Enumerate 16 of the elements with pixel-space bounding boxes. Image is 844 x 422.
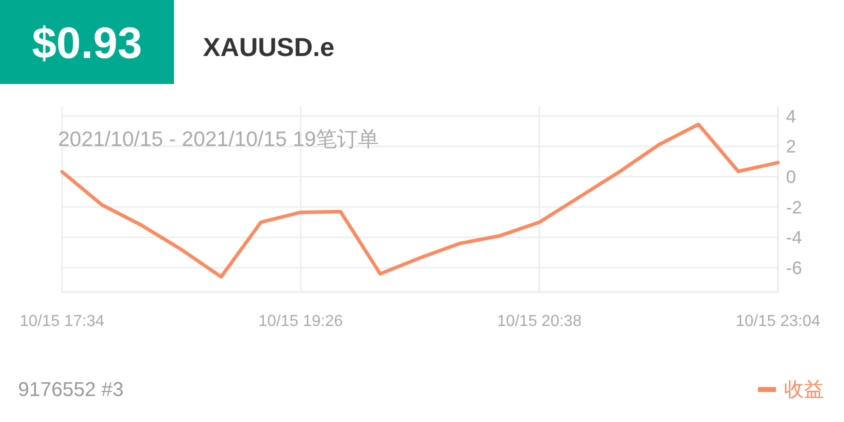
- y-tick-label: 0: [786, 166, 796, 187]
- line-series: [60, 122, 780, 279]
- chart-title: $0.93: [32, 19, 142, 68]
- x-tick-label: 10/15 23:04: [736, 313, 820, 330]
- legend-label: 收益: [784, 379, 824, 401]
- y-tick-label: -2: [786, 197, 802, 218]
- x-tick-label: 10/15 20:38: [497, 313, 582, 330]
- y-tick-label: -4: [786, 228, 802, 248]
- y-tick-label: 4: [786, 106, 796, 126]
- x-tick-label: 10/15 19:26: [258, 313, 344, 330]
- text: 9176552 #3: [18, 379, 124, 401]
- chart-subtitle: XAUUSD.e: [203, 32, 334, 62]
- annotation: 2021/10/15 - 2021/10/15 19笔订单: [58, 128, 380, 151]
- y-tick-label: 2: [786, 136, 796, 157]
- x-tick-label: 10/15 17:34: [20, 313, 104, 330]
- y-tick-label: -6: [786, 258, 802, 278]
